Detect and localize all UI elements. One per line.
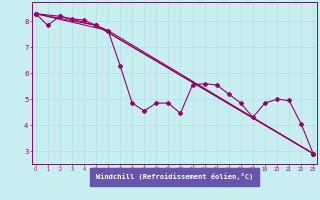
X-axis label: Windchill (Refroidissement éolien,°C): Windchill (Refroidissement éolien,°C) [96,173,253,180]
